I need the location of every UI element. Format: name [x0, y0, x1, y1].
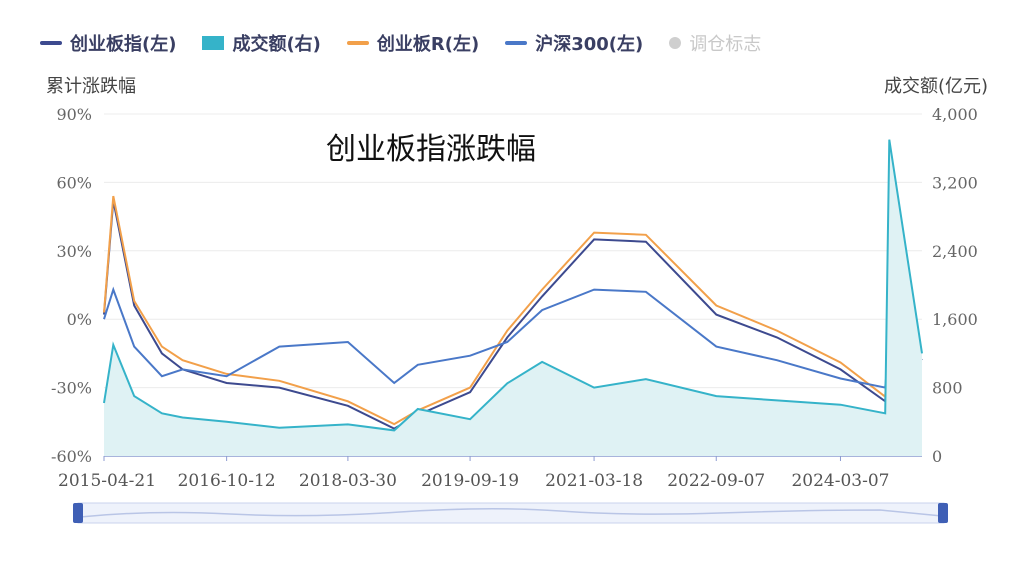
legend: 创业板指(左) 成交额(右) 创业板R(左) 沪深300(左) 调仓标志 — [40, 28, 761, 58]
y-left-tick: -30% — [51, 379, 92, 398]
legend-swatch — [669, 37, 682, 49]
legend-label: 创业板指(左) — [70, 34, 177, 55]
x-tick: 2021-03-18 — [545, 471, 643, 491]
x-tick: 2016-10-12 — [178, 471, 276, 491]
y-right-tick: 1,600 — [932, 310, 978, 329]
x-tick: 2022-09-07 — [667, 471, 765, 491]
y-right-tick: 2,400 — [932, 242, 978, 261]
y-left-tick: 60% — [56, 173, 92, 192]
legend-swatch — [505, 41, 528, 45]
legend-swatch — [346, 41, 369, 45]
left-axis-title: 累计涨跌幅 — [46, 76, 136, 97]
y-right-tick: 4,000 — [932, 105, 978, 124]
x-tick: 2018-03-30 — [299, 471, 397, 491]
y-right-tick: 3,200 — [932, 173, 978, 192]
y-right-tick: 800 — [932, 379, 963, 398]
legend-item-2[interactable]: 创业板R(左) — [346, 30, 480, 56]
legend-item-1[interactable]: 成交额(右) — [202, 30, 321, 56]
zoom-handle-right[interactable] — [938, 503, 948, 523]
legend-swatch — [40, 41, 62, 45]
y-left-tick: 0% — [67, 310, 92, 329]
x-tick: 2019-09-19 — [421, 471, 519, 491]
legend-item-4[interactable]: 调仓标志 — [669, 30, 761, 56]
legend-swatch — [202, 36, 225, 50]
zoom-slider-preview — [79, 507, 943, 518]
y-left-tick: -60% — [51, 447, 92, 466]
right-axis-title: 成交额(亿元) — [883, 76, 988, 97]
legend-item-0[interactable]: 创业板指(左) — [40, 30, 176, 56]
legend-label: 创业板R(左) — [376, 34, 480, 55]
volume-area — [104, 139, 922, 456]
zoom-handle-left[interactable] — [73, 503, 83, 523]
legend-label: 沪深300(左) — [535, 34, 644, 55]
overlay-title: 创业板指涨跌幅 — [326, 132, 536, 167]
legend-label: 调仓标志 — [689, 34, 762, 55]
legend-item-3[interactable]: 沪深300(左) — [505, 30, 643, 56]
legend-label: 成交额(右) — [232, 34, 321, 55]
y-left-tick: 90% — [56, 105, 92, 124]
y-left-tick: 30% — [56, 242, 92, 261]
x-tick: 2015-04-21 — [58, 471, 156, 491]
y-right-tick: 0 — [932, 447, 942, 466]
x-tick: 2024-03-07 — [791, 471, 889, 491]
